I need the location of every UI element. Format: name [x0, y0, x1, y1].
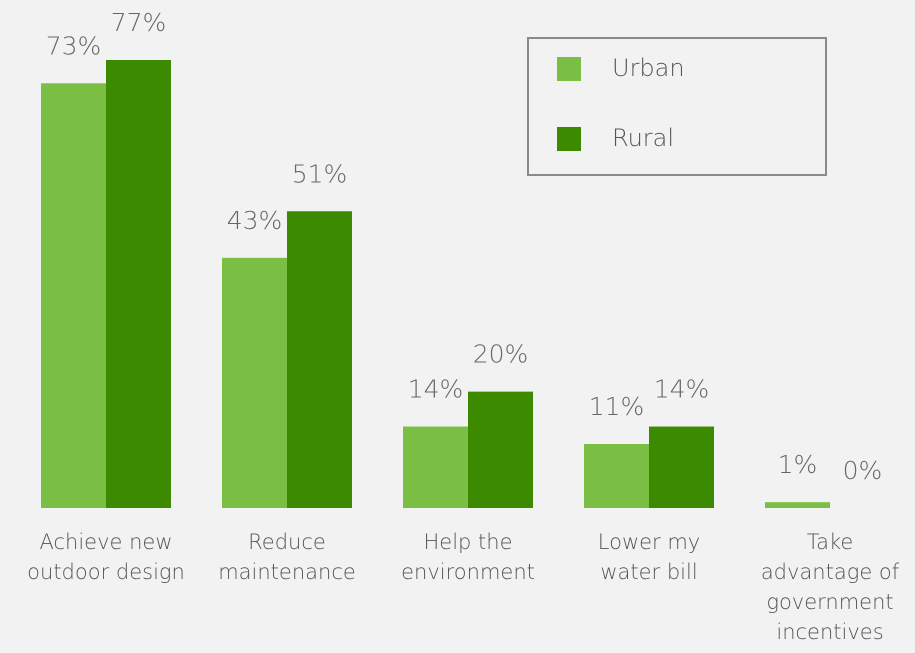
bar — [468, 391, 533, 508]
value-label: 43% — [227, 206, 283, 235]
legend-swatch — [557, 127, 581, 151]
x-tick-label: Achieve new outdoor design — [27, 530, 185, 584]
value-label: 51% — [292, 159, 348, 188]
value-label: 1% — [778, 450, 818, 479]
value-label: 11% — [589, 392, 645, 421]
legend-label: Rural — [612, 124, 674, 152]
x-tick-label: Lower my water bill — [597, 530, 701, 584]
bar — [287, 211, 352, 509]
x-tick-label: Reduce maintenance — [218, 530, 356, 584]
x-tick-label: Help the environment — [401, 530, 535, 584]
legend-swatch — [557, 57, 581, 81]
bar — [649, 426, 714, 508]
legend-box — [527, 37, 827, 176]
value-label: 14% — [654, 375, 710, 404]
value-label: 77% — [111, 8, 167, 37]
value-label: 14% — [408, 375, 464, 404]
bar — [584, 444, 649, 508]
value-label: 73% — [46, 31, 102, 60]
value-label: 20% — [473, 340, 529, 369]
bar — [106, 60, 171, 508]
legend-label: Urban — [612, 54, 685, 82]
bar — [403, 426, 468, 508]
bar — [765, 502, 830, 508]
x-tick-label: Take advantage of government incentives — [760, 530, 900, 644]
bar — [41, 83, 106, 508]
bar — [222, 257, 287, 508]
value-label: 0% — [843, 456, 883, 485]
